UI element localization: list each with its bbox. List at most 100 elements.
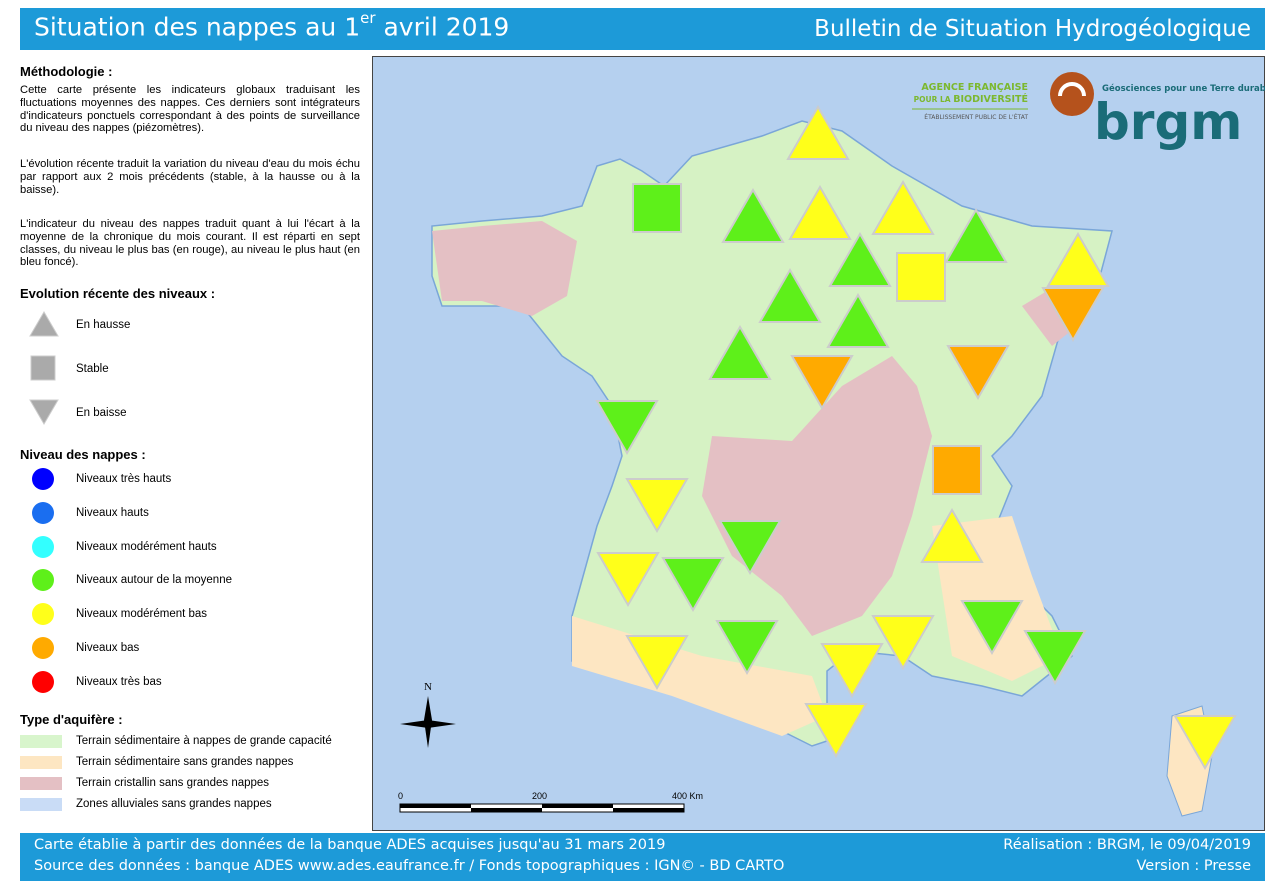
- title-text: avril 2019: [375, 12, 510, 42]
- footer-text: Version : Presse: [1136, 858, 1251, 874]
- aquifer-indicator: [1173, 715, 1237, 771]
- legend-swatch: [32, 670, 54, 693]
- legend-label: Niveaux modérément bas: [76, 608, 208, 621]
- logo-text: ÉTABLISSEMENT PUBLIC DE L'ÉTAT: [924, 113, 1028, 121]
- legend-swatch: [32, 637, 54, 659]
- logo-text: BIODIVERSITÉ: [953, 93, 1028, 105]
- brgm-logo: Géosciences pour une Terre durable brgm: [1050, 72, 1265, 151]
- legend-label: En hausse: [76, 319, 131, 331]
- afb-logo: AGENCE FRANÇAISE POUR LA BIODIVERSITÉ ÉT…: [912, 82, 1028, 121]
- heading: Niveau des nappes :: [20, 447, 146, 462]
- aquifer-indicator: [625, 635, 689, 691]
- logo-circle: [1050, 72, 1094, 116]
- aquifer-indicator: [960, 600, 1024, 656]
- legend-label: Niveaux autour de la moyenne: [76, 574, 232, 587]
- markers: [595, 104, 1237, 771]
- logo-text: POUR LA: [914, 95, 954, 104]
- footer-right: Réalisation : BRGM, le 09/04/2019 Version…: [1003, 835, 1251, 877]
- scale: [613, 808, 684, 812]
- aquifer-indicator: [826, 292, 890, 348]
- legend-swatch: [32, 603, 54, 626]
- aquifer-indicator: [708, 324, 772, 380]
- legend-swatch: [32, 501, 54, 524]
- legend-label: Terrain cristallin sans grandes nappes: [76, 777, 270, 789]
- legend-label: Niveaux très bas: [76, 675, 162, 688]
- aquifer-indicator: [871, 615, 935, 671]
- scale: [542, 804, 613, 808]
- aquifer-indicator: [625, 478, 689, 534]
- map: AGENCE FRANÇAISE POUR LA BIODIVERSITÉ ÉT…: [372, 56, 1265, 831]
- paragraph: L'évolution récente traduit la variation…: [20, 158, 360, 196]
- symbol-down: [29, 399, 59, 425]
- subtitle: Bulletin de Situation Hydrogéologique: [814, 16, 1251, 42]
- aquifer-indicator: [758, 267, 822, 323]
- footer-text: Réalisation : BRGM, le 09/04/2019: [1003, 837, 1251, 853]
- aquifer-indicator: [595, 400, 659, 456]
- logo-arc: [1058, 82, 1086, 97]
- massif-central: [702, 356, 932, 636]
- title-text: Situation des nappes au 1: [34, 12, 361, 42]
- aquifer-indicator: [820, 643, 884, 699]
- legend-swatch: [20, 798, 62, 811]
- legend-swatch: [32, 468, 54, 490]
- aquifer-indicator: [721, 187, 785, 243]
- legend-swatch: [20, 735, 62, 748]
- footer-bar: Carte établie à partir des données de la…: [20, 833, 1265, 881]
- logo-text: Géosciences pour une Terre durable: [1102, 83, 1265, 94]
- aquifer-indicator: [920, 507, 984, 563]
- scale: [400, 804, 471, 808]
- aquifer-indicator: [932, 445, 982, 495]
- scale-label: 200: [532, 791, 547, 801]
- legend-label: Niveaux bas: [76, 642, 140, 654]
- scale: [471, 808, 542, 812]
- legend-swatch: [32, 569, 54, 592]
- symbol-up: [29, 311, 59, 337]
- footer-left: Carte établie à partir des données de la…: [34, 835, 784, 877]
- aquifer-indicator: [788, 184, 852, 240]
- aquifer-indicator: [715, 620, 779, 676]
- aquifer-indicator: [896, 252, 946, 302]
- legend-label: Stable: [76, 363, 109, 375]
- aquifer-indicator: [1046, 231, 1110, 287]
- legend-label: En baisse: [76, 407, 127, 419]
- legend-swatch: [20, 756, 62, 769]
- massif-armoricain: [432, 221, 577, 316]
- aquifer-indicator: [790, 355, 854, 411]
- header-bar: Situation des nappes au 1er avril 2019 B…: [20, 8, 1265, 50]
- legend-swatch: [20, 777, 62, 790]
- scale-bar: 0 200 400 Km: [398, 791, 703, 813]
- legend-label: Terrain sédimentaire sans grandes nappes: [76, 756, 294, 768]
- heading: Méthodologie :: [20, 64, 113, 79]
- logo-text: AGENCE FRANÇAISE: [921, 82, 1028, 93]
- aquifer-indicator: [661, 557, 725, 613]
- trend-symbols: [29, 311, 59, 425]
- aquifer-indicator: [804, 703, 868, 759]
- aquifer-indicator: [828, 231, 892, 287]
- legend-label: Terrain sédimentaire à nappes de grande …: [76, 735, 332, 747]
- title-sup: er: [360, 9, 376, 27]
- logo-text: POUR LA BIODIVERSITÉ: [914, 93, 1028, 105]
- paragraph: Cette carte présente les indicateurs glo…: [20, 84, 360, 135]
- legend-swatch: [32, 535, 54, 558]
- heading: Evolution récente des niveaux :: [20, 286, 216, 301]
- footer-text: Source des données : banque ADES www.ade…: [34, 858, 785, 874]
- footer-text: Carte établie à partir des données de la…: [34, 837, 666, 853]
- aquifer-indicator: [786, 104, 850, 160]
- legend-label: Niveaux modérément hauts: [76, 540, 217, 553]
- north-arrow: N: [400, 681, 456, 748]
- heading: Type d'aquifère :: [20, 712, 123, 727]
- aquifer-indicator: [596, 552, 660, 608]
- aquifer-indicator: [1041, 287, 1105, 343]
- north-label: N: [424, 681, 432, 693]
- logo-text: brgm: [1094, 93, 1242, 151]
- legend-label: Niveaux très hauts: [76, 473, 172, 485]
- scale-label: 0: [398, 791, 403, 801]
- symbol-stable: [30, 355, 56, 381]
- compass: [400, 720, 456, 728]
- title: Situation des nappes au 1er avril 2019: [34, 9, 510, 42]
- paragraph: L'indicateur du niveau des nappes tradui…: [20, 218, 360, 269]
- aquifer-indicator: [718, 520, 782, 576]
- legend-label: Zones alluviales sans grandes nappes: [76, 798, 272, 810]
- aquifer-indicator: [632, 183, 682, 233]
